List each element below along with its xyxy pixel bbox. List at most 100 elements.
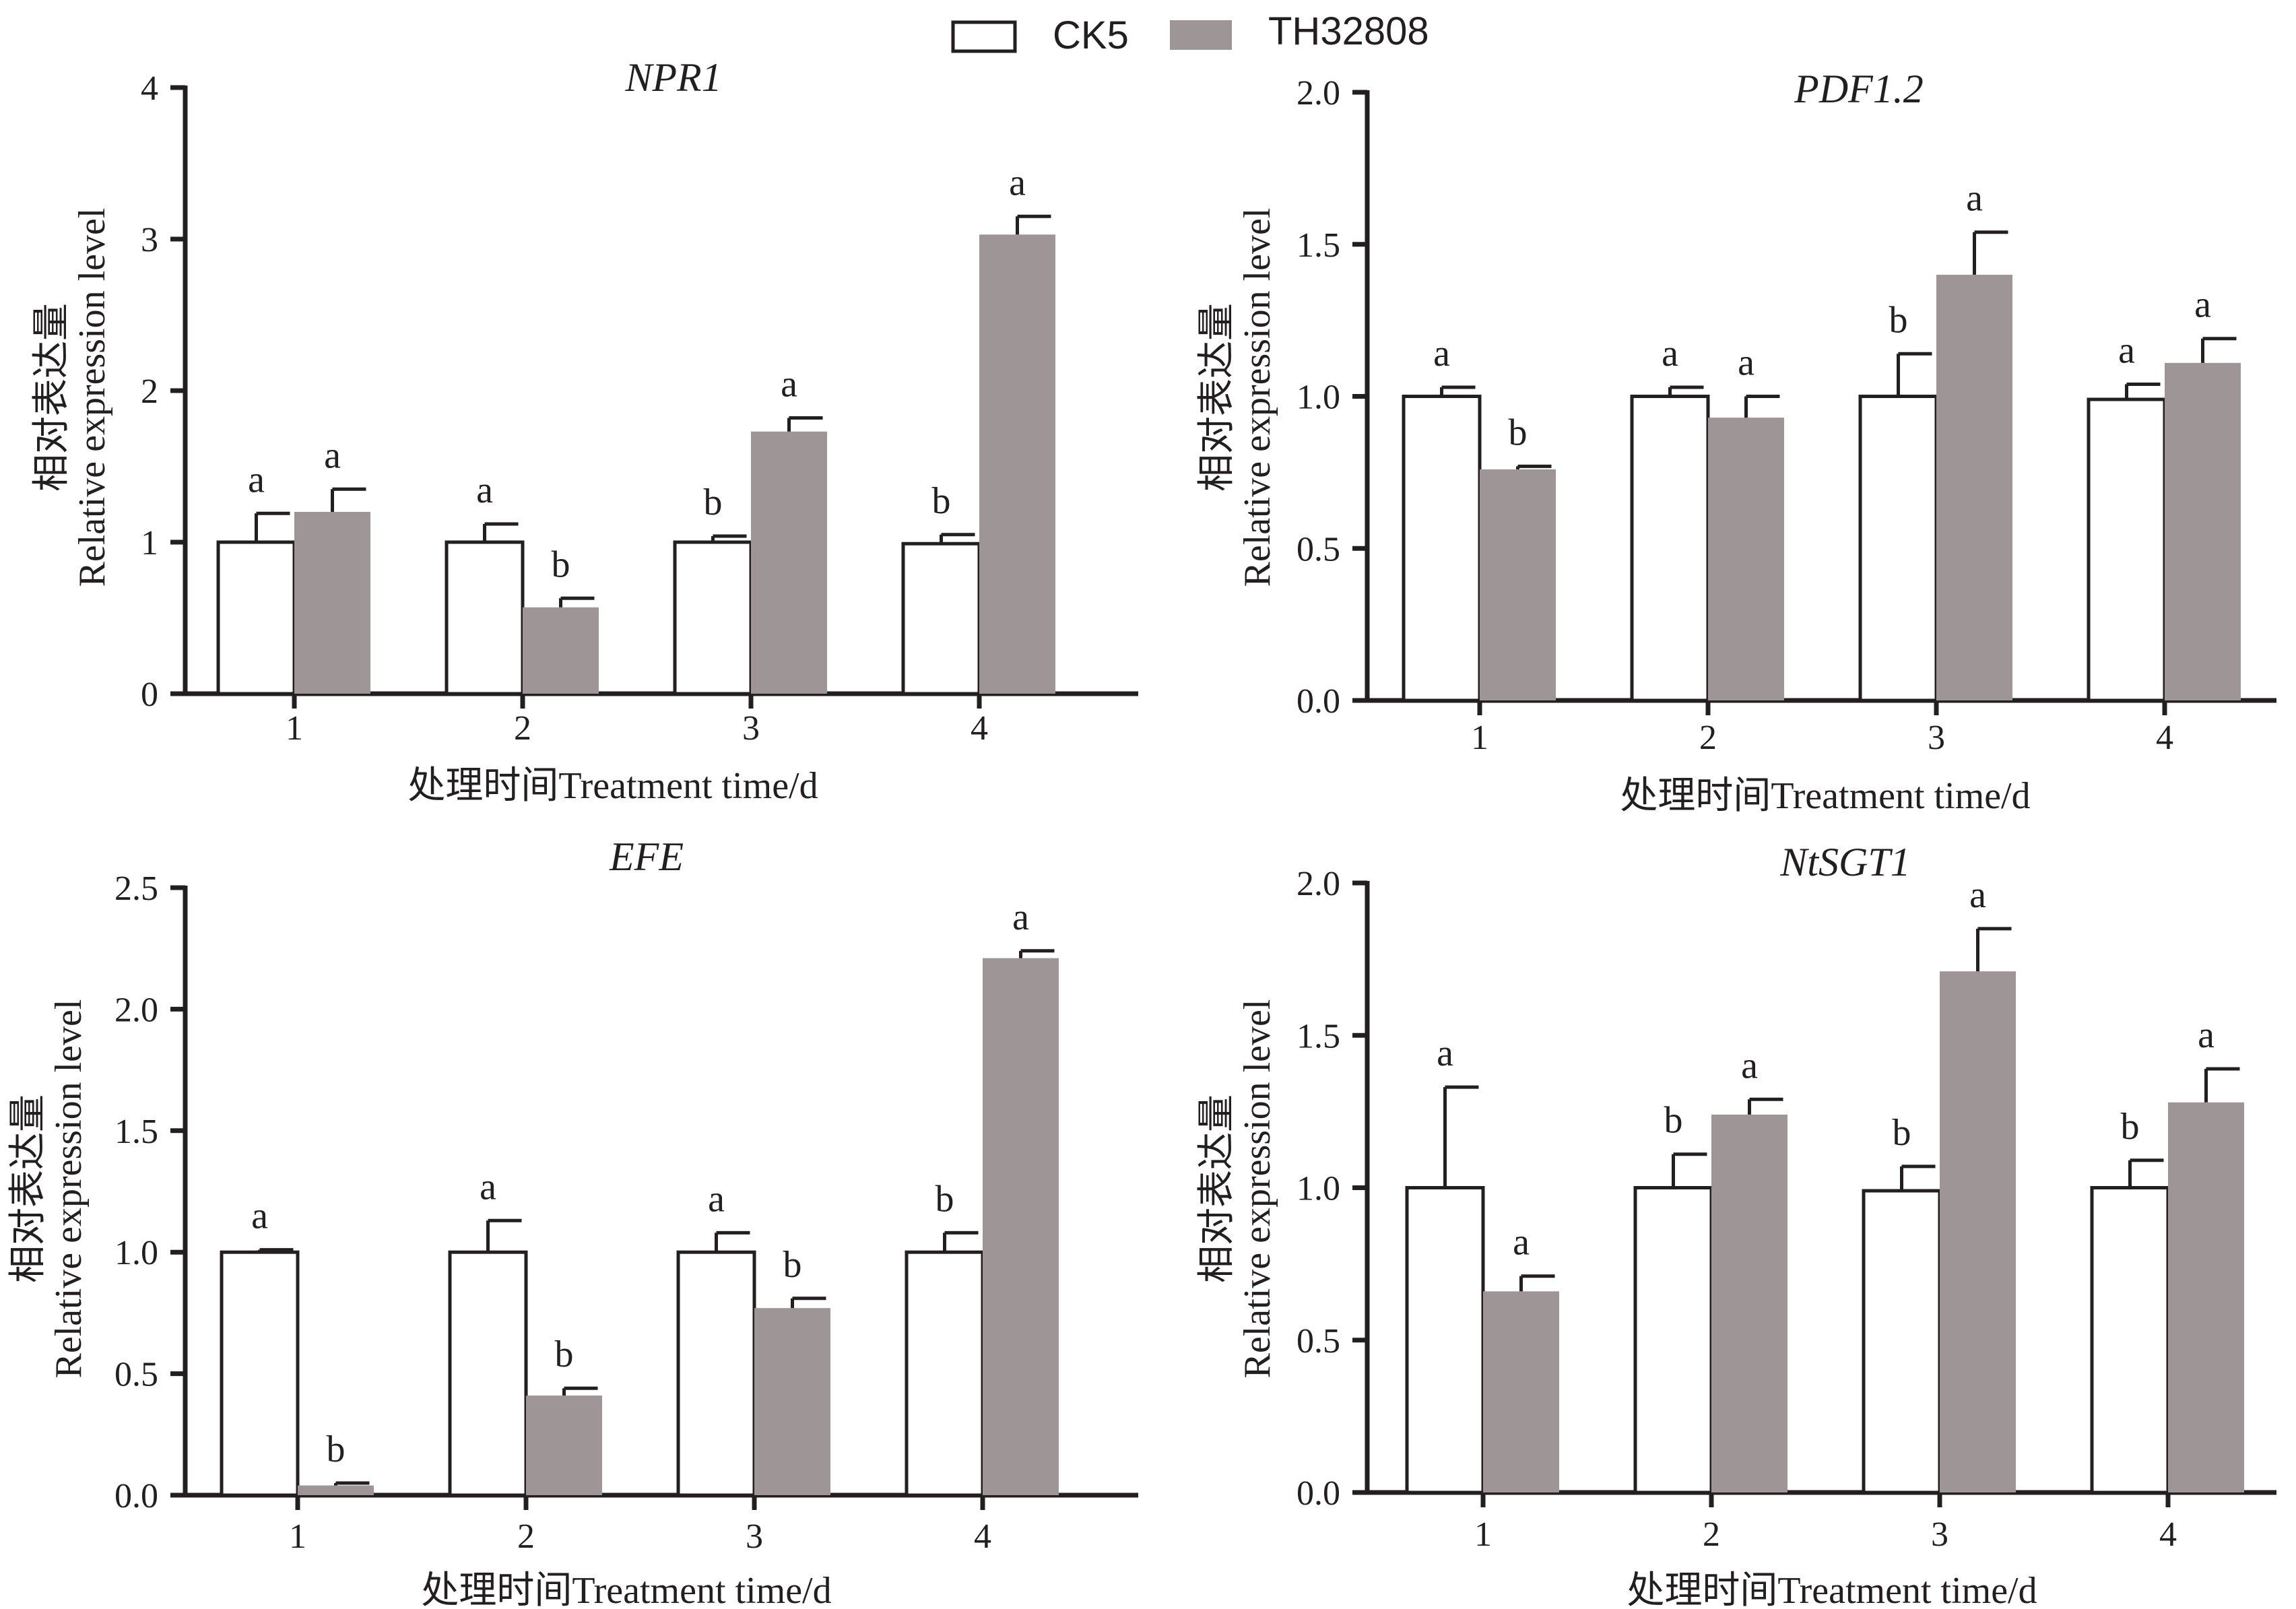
legend-swatch-th32808	[1170, 20, 1232, 50]
significance-label: b	[936, 1178, 954, 1220]
bar-th32808	[1936, 274, 2012, 700]
x-tick-label: 1	[1474, 1515, 1492, 1554]
y-axis-title: Relative expression level	[48, 999, 90, 1379]
y-axis-title-cn: 相对表达量	[7, 1094, 49, 1283]
x-axis-title: 处理时间Treatment time/d	[407, 765, 818, 807]
y-tick-label: 1.0	[1297, 1170, 1340, 1208]
bar-ck5	[220, 1250, 300, 1497]
y-axis-title: Relative expression level	[1237, 208, 1278, 587]
x-axis-title: 处理时间Treatment time/d	[421, 1570, 831, 1609]
y-tick-label: 1.0	[114, 1234, 158, 1272]
bar-th32808	[1480, 469, 1556, 700]
significance-label: a	[1513, 1222, 1530, 1263]
bar-ck5	[905, 1250, 985, 1497]
x-tick-label: 3	[1928, 719, 1945, 757]
bar-th32808	[1708, 418, 1784, 700]
x-tick-label: 1	[1471, 719, 1488, 757]
bar-th32808	[298, 1485, 374, 1495]
significance-label: b	[327, 1429, 346, 1470]
bar-th32808	[1483, 1291, 1559, 1492]
significance-label: b	[932, 480, 951, 522]
x-tick-label: 3	[742, 709, 760, 748]
significance-label: b	[704, 482, 723, 523]
bar-ck5	[901, 541, 981, 696]
significance-label: a	[476, 469, 493, 511]
x-tick-label: 2	[514, 709, 531, 748]
bar-th32808	[754, 1308, 830, 1495]
bar-ck5	[216, 540, 296, 696]
y-tick-label: 1	[141, 524, 158, 562]
chart-title: NtSGT1	[1779, 840, 1910, 884]
x-axis-title: 处理时间Treatment time/d	[1620, 775, 2030, 817]
y-tick-label: 1.5	[1297, 1017, 1340, 1055]
y-tick-label: 2.0	[114, 991, 158, 1029]
significance-label: b	[555, 1334, 574, 1375]
chart-title: NPR1	[624, 55, 721, 100]
significance-label: a	[708, 1178, 725, 1220]
chart-panel-pdf12: 0.0 0.5 1.0 1.5 2.0 1 2 3 4 a a b a b a a a PDF1.2 处理时间Tre…	[1196, 67, 2276, 817]
bar-th32808	[526, 1395, 602, 1495]
bar-ck5	[1633, 1186, 1713, 1495]
bar-ck5	[676, 1250, 756, 1497]
y-tick-label: 0	[141, 676, 158, 714]
bar-ck5	[1862, 1189, 1942, 1495]
bar-ck5	[1405, 1186, 1485, 1495]
legend-label-ck5: CK5	[1053, 13, 1129, 57]
y-tick-label: 0.5	[1297, 530, 1340, 568]
significance-label: a	[1662, 333, 1678, 374]
x-tick-label: 1	[286, 709, 303, 748]
x-tick-label: 1	[289, 1517, 306, 1556]
x-tick-label: 2	[517, 1517, 535, 1556]
chart-panel-efe: 0.0 0.5 1.0 1.5 2.0 2.5 1 2 3 4 a a a b b b b a EFE 处理时间Tre…	[7, 834, 1138, 1609]
significance-label: a	[480, 1166, 496, 1208]
y-tick-label: 0.0	[1297, 682, 1340, 721]
y-tick-label: 0.5	[1297, 1322, 1340, 1360]
bar-ck5	[2087, 397, 2167, 702]
legend-swatch-ck5	[951, 20, 1017, 53]
y-tick-label: 1.5	[1297, 226, 1340, 265]
x-tick-label: 4	[2156, 719, 2173, 757]
y-tick-label: 0.5	[114, 1356, 158, 1394]
significance-label: a	[1969, 874, 1986, 916]
y-tick-label: 2.0	[1297, 74, 1340, 112]
significance-label: a	[1009, 162, 1026, 203]
significance-label: a	[324, 434, 341, 476]
significance-label: a	[1738, 342, 1754, 384]
legend: CK5 TH32808	[951, 9, 1429, 57]
x-tick-label: 2	[1703, 1515, 1720, 1554]
significance-label: a	[2198, 1014, 2215, 1056]
significance-label: a	[1012, 896, 1029, 938]
bar-th32808	[294, 512, 370, 694]
y-tick-label: 1.5	[114, 1113, 158, 1151]
x-axis-title: 处理时间Treatment time/d	[1627, 1570, 2037, 1609]
significance-label: b	[1509, 412, 1528, 453]
bar-th32808	[751, 431, 827, 694]
significance-label: a	[1966, 178, 1983, 220]
significance-label: b	[1889, 299, 1908, 341]
bar-ck5	[445, 540, 525, 696]
bar-th32808	[1940, 971, 2016, 1492]
significance-label: a	[2194, 284, 2211, 326]
y-tick-label: 2	[141, 372, 158, 411]
y-tick-label: 3	[141, 221, 158, 259]
x-tick-label: 4	[971, 709, 988, 748]
x-tick-label: 3	[746, 1517, 763, 1556]
chart-panel-ntsgt1: 0.0 0.5 1.0 1.5 2.0 1 2 3 4 a b b b a a a a NtSGT1 处理时间Tre…	[1196, 840, 2276, 1609]
y-tick-label: 4	[141, 69, 158, 108]
significance-label: a	[1741, 1045, 1758, 1086]
y-axis-title: Relative expression level	[71, 208, 113, 587]
significance-label: b	[1893, 1112, 1911, 1154]
bar-th32808	[2168, 1102, 2244, 1492]
bar-th32808	[1711, 1114, 1787, 1492]
x-tick-label: 3	[1931, 1515, 1948, 1554]
significance-label: a	[1437, 1032, 1453, 1074]
significance-label: a	[1433, 333, 1450, 374]
legend-label-th32808: TH32808	[1268, 9, 1429, 53]
significance-label: b	[552, 544, 570, 585]
bar-th32808	[979, 234, 1055, 694]
chart-title: PDF1.2	[1794, 67, 1924, 111]
significance-label: a	[781, 364, 797, 405]
y-tick-label: 0.0	[114, 1477, 158, 1515]
bar-ck5	[673, 540, 753, 696]
